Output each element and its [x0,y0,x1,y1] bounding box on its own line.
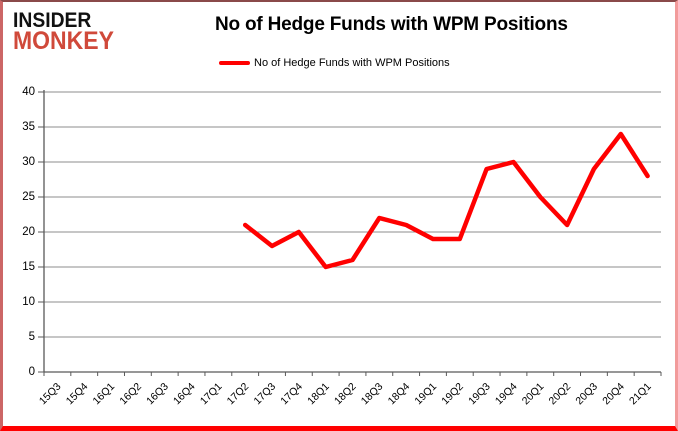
gridlines [38,91,661,373]
svg-text:20: 20 [22,226,35,238]
legend-line-swatch [219,61,250,65]
svg-text:21Q1: 21Q1 [627,381,654,408]
svg-text:18Q1: 18Q1 [305,381,332,408]
svg-text:20Q4: 20Q4 [600,381,627,408]
svg-text:19Q2: 19Q2 [439,381,466,408]
svg-text:15Q4: 15Q4 [64,381,91,408]
svg-text:17Q2: 17Q2 [225,381,252,408]
legend-label: No of Hedge Funds with WPM Positions [254,57,450,69]
svg-text:5: 5 [29,331,35,343]
svg-text:16Q2: 16Q2 [117,381,144,408]
svg-text:18Q3: 18Q3 [359,381,386,408]
svg-text:17Q3: 17Q3 [251,381,278,408]
legend: No of Hedge Funds with WPM Positions [219,57,450,69]
svg-text:20Q3: 20Q3 [573,381,600,408]
axes [43,90,661,373]
svg-text:19Q1: 19Q1 [412,381,439,408]
svg-text:15Q3: 15Q3 [37,381,64,408]
svg-text:40: 40 [22,86,35,98]
svg-text:19Q3: 19Q3 [466,381,493,408]
series-line [242,131,650,270]
svg-text:17Q1: 17Q1 [198,381,225,408]
logo-insider-text: INSIDER [13,9,92,32]
x-axis-labels: 15Q3 15Q4 16Q1 16Q2 16Q3 16Q4 17Q1 17Q2 17Q3 17Q4… [37,372,662,408]
svg-text:18Q2: 18Q2 [332,381,359,408]
insider-monkey-logo: INSIDER MONKEY [13,10,123,54]
svg-text:20Q1: 20Q1 [520,381,547,408]
y-axis-labels: 0 5 10 15 20 25 30 35 40 [22,86,35,378]
svg-text:20Q2: 20Q2 [547,381,574,408]
svg-text:30: 30 [22,156,35,168]
svg-text:0: 0 [29,366,35,378]
svg-text:16Q3: 16Q3 [144,381,171,408]
logo-monkey-text: MONKEY [13,27,114,55]
svg-text:18Q4: 18Q4 [386,381,413,408]
line-chart: 0 5 10 15 20 25 30 35 40 15Q3 15Q4 16Q1 16Q2 16Q3 16Q4… [22,86,662,408]
svg-text:10: 10 [22,296,35,308]
svg-text:35: 35 [22,121,35,133]
svg-text:16Q1: 16Q1 [91,381,118,408]
svg-text:25: 25 [22,191,35,203]
svg-text:17Q4: 17Q4 [278,381,305,408]
chart-title: No of Hedge Funds with WPM Positions [215,14,568,35]
svg-text:15: 15 [22,261,35,273]
svg-text:16Q4: 16Q4 [171,381,198,408]
svg-text:19Q4: 19Q4 [493,381,520,408]
